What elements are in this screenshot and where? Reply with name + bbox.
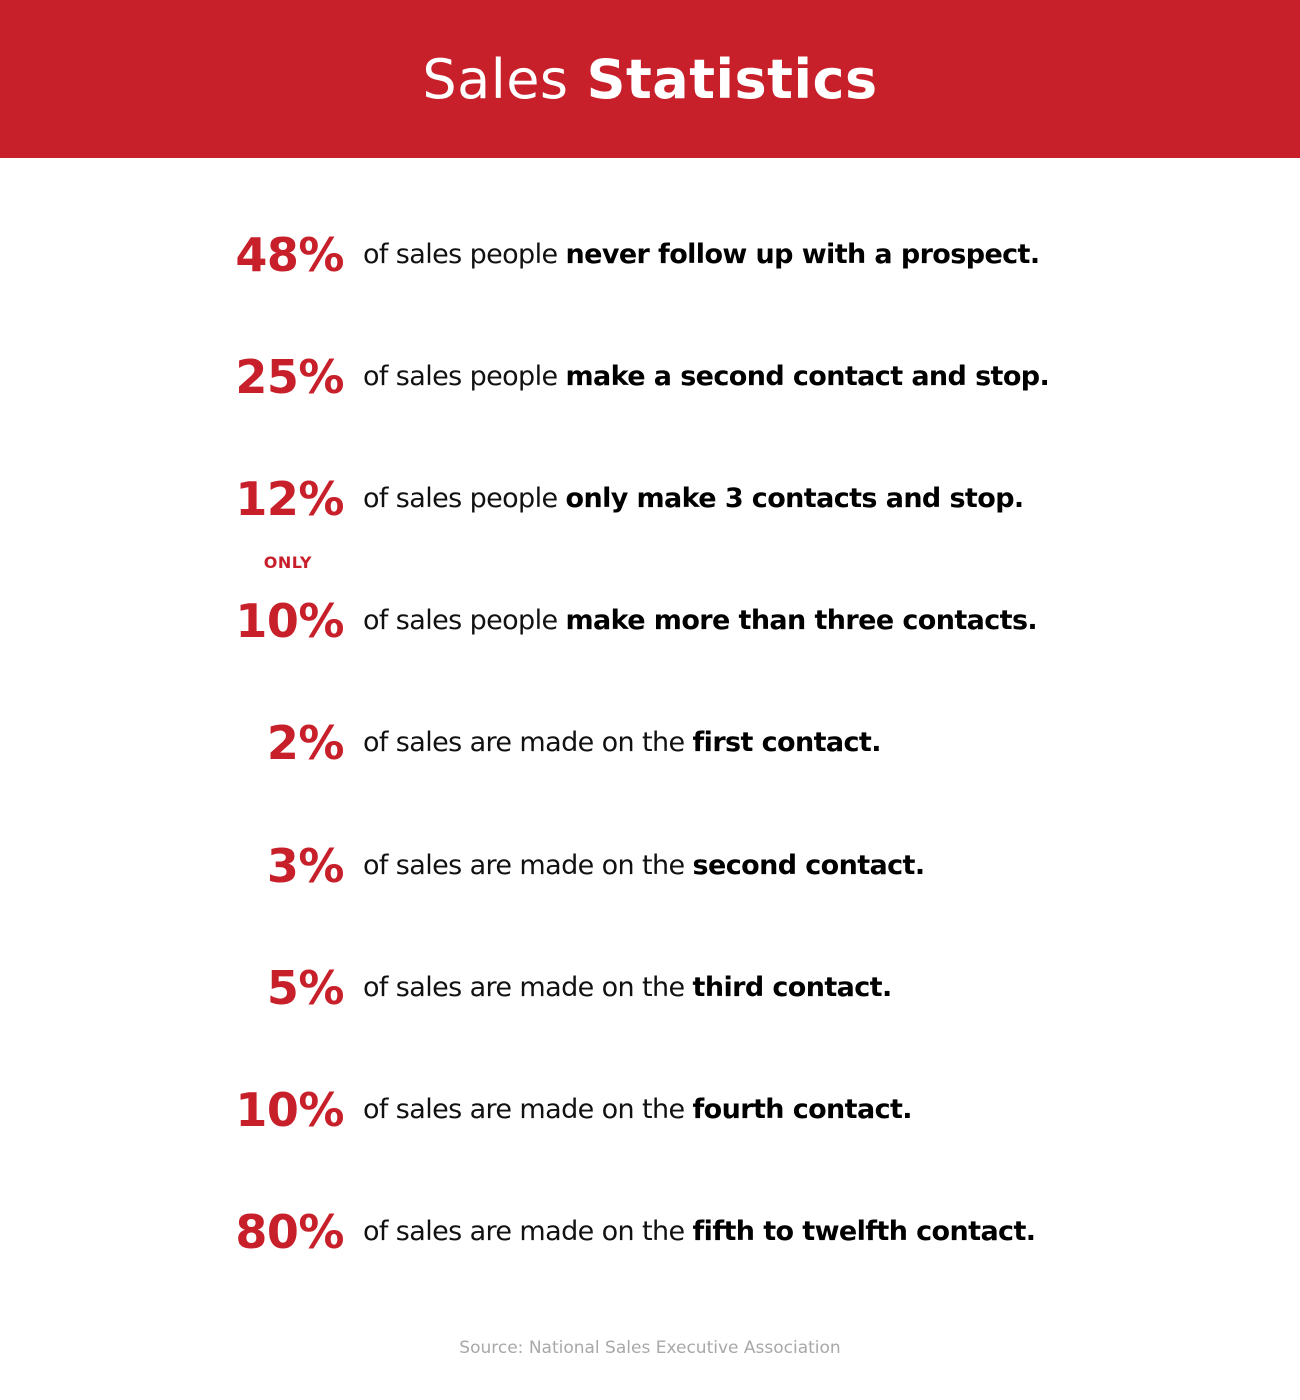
stat-qualifier: ONLY bbox=[263, 553, 312, 572]
stat-emphasis: second contact. bbox=[692, 850, 926, 881]
stat-text: of sales people bbox=[363, 605, 558, 636]
stat-description: of sales are made on the first contact. bbox=[363, 713, 882, 773]
stat-text: of sales are made on the bbox=[363, 972, 685, 1003]
stat-value: 80% bbox=[235, 1205, 344, 1259]
stat-value: 3% bbox=[266, 839, 345, 893]
stat-row: 80% of sales are made on the fifth to tw… bbox=[0, 1202, 1300, 1262]
stat-description: of sales people only make 3 contacts and… bbox=[363, 469, 1024, 529]
stat-text: of sales are made on the bbox=[363, 727, 685, 758]
title-light: Sales bbox=[422, 47, 569, 111]
stat-row: ONLY 10% of sales people make more than … bbox=[0, 553, 1300, 651]
stat-row: 12% of sales people only make 3 contacts… bbox=[0, 469, 1300, 529]
stat-row: 3% of sales are made on the second conta… bbox=[0, 836, 1300, 896]
stat-text: of sales are made on the bbox=[363, 1216, 685, 1247]
stat-description: of sales are made on the fifth to twelft… bbox=[363, 1202, 1037, 1262]
stat-description: of sales people make a second contact an… bbox=[363, 347, 1050, 407]
stat-value: 2% bbox=[266, 716, 345, 770]
stat-text: of sales people bbox=[363, 361, 558, 392]
stat-emphasis: make a second contact and stop. bbox=[565, 361, 1050, 392]
stat-row: 48% of sales people never follow up with… bbox=[0, 225, 1300, 285]
stat-value: 10% bbox=[235, 1083, 344, 1137]
stat-description: of sales are made on the second contact. bbox=[363, 836, 925, 896]
stat-row: 25% of sales people make a second contac… bbox=[0, 347, 1300, 407]
stat-value: 5% bbox=[266, 961, 345, 1015]
stat-emphasis: first contact. bbox=[692, 727, 882, 758]
stat-emphasis: make more than three contacts. bbox=[565, 605, 1038, 636]
stat-row: 5% of sales are made on the third contac… bbox=[0, 958, 1300, 1018]
stat-value: 12% bbox=[235, 472, 344, 526]
stat-description: of sales people make more than three con… bbox=[363, 591, 1038, 651]
stat-row: 2% of sales are made on the first contac… bbox=[0, 713, 1300, 773]
stat-emphasis: fifth to twelfth contact. bbox=[692, 1216, 1037, 1247]
stat-description: of sales are made on the fourth contact. bbox=[363, 1080, 913, 1140]
stat-text: of sales are made on the bbox=[363, 850, 685, 881]
stat-emphasis: fourth contact. bbox=[692, 1094, 913, 1125]
stat-value: 48% bbox=[235, 228, 344, 282]
title-bold: Statistics bbox=[586, 47, 878, 111]
stat-emphasis: only make 3 contacts and stop. bbox=[565, 483, 1025, 514]
header-banner: Sales Statistics bbox=[0, 0, 1300, 158]
stat-description: of sales are made on the third contact. bbox=[363, 958, 892, 1018]
stat-text: of sales people bbox=[363, 483, 558, 514]
stat-text: of sales people bbox=[363, 239, 558, 270]
stat-row: 10% of sales are made on the fourth cont… bbox=[0, 1080, 1300, 1140]
stat-emphasis: never follow up with a prospect. bbox=[565, 239, 1041, 270]
source-note: Source: National Sales Executive Associa… bbox=[459, 1338, 841, 1358]
stat-text: of sales are made on the bbox=[363, 1094, 685, 1125]
stat-emphasis: third contact. bbox=[692, 972, 893, 1003]
stat-description: of sales people never follow up with a p… bbox=[363, 225, 1040, 285]
stat-value: 25% bbox=[235, 350, 344, 404]
stat-value: 10% bbox=[235, 594, 344, 648]
